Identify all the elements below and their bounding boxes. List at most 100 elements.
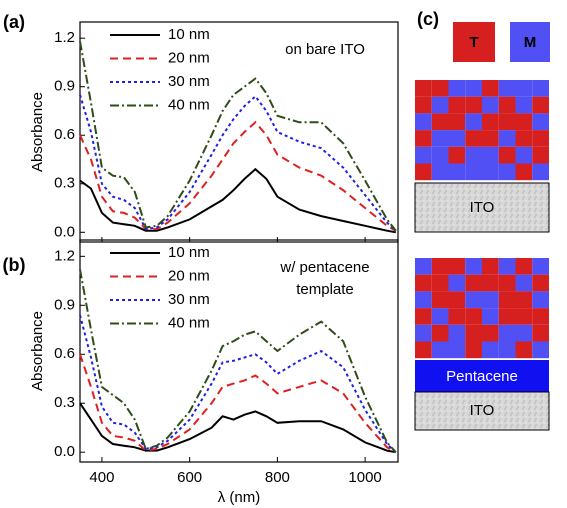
grain xyxy=(482,130,499,147)
grain xyxy=(515,80,533,97)
grain xyxy=(482,113,499,131)
y-tick-label: 0.9 xyxy=(54,296,75,313)
grain xyxy=(431,341,449,359)
series-line xyxy=(79,314,397,453)
grain xyxy=(465,146,482,164)
grain xyxy=(482,341,499,359)
y-tick-label: 0.6 xyxy=(54,345,75,362)
grain xyxy=(498,291,516,309)
grain xyxy=(431,258,449,275)
grain xyxy=(465,113,482,131)
y-tick-label: 0.3 xyxy=(54,175,75,192)
grain xyxy=(448,146,466,164)
grain xyxy=(465,163,482,181)
grain xyxy=(498,80,516,97)
grain xyxy=(448,308,466,325)
legend-label: 40 nm xyxy=(168,314,210,331)
grain xyxy=(515,308,533,325)
grain xyxy=(482,274,499,292)
x-tick-label: 400 xyxy=(89,469,114,486)
grain xyxy=(465,291,482,309)
legend-label: 30 nm xyxy=(168,73,210,90)
grain xyxy=(532,308,549,325)
grain xyxy=(465,341,482,359)
grain xyxy=(415,308,432,325)
series-line xyxy=(79,353,397,454)
annotation: template xyxy=(296,281,354,298)
grain xyxy=(482,96,499,114)
y-tick-label: 0.3 xyxy=(54,394,75,411)
grain xyxy=(515,113,533,131)
grain xyxy=(415,130,432,147)
grain xyxy=(498,146,516,164)
grain xyxy=(415,291,432,309)
series-line xyxy=(79,94,397,232)
legend-label: 30 nm xyxy=(168,291,210,308)
grain xyxy=(515,96,533,114)
grain xyxy=(482,308,499,325)
grain xyxy=(532,258,549,275)
grain xyxy=(498,308,516,325)
series-line xyxy=(79,269,397,453)
grain xyxy=(465,80,482,97)
grain xyxy=(415,163,432,181)
grain xyxy=(515,146,533,164)
diagram: (c) T M ITO Pentacene ITO xyxy=(414,9,550,431)
grain xyxy=(431,274,449,292)
grain xyxy=(465,258,482,275)
grain xyxy=(431,113,449,131)
annotation: w/ pentacene xyxy=(279,259,369,276)
series-line xyxy=(79,402,396,454)
grain xyxy=(448,291,466,309)
grain xyxy=(431,96,449,114)
series-line xyxy=(79,120,397,232)
grain xyxy=(415,324,432,342)
grain xyxy=(515,274,533,292)
y-tick-label: 0.0 xyxy=(54,443,75,460)
grain xyxy=(482,163,499,181)
x-tick-label: 600 xyxy=(177,469,202,486)
legend-text: M xyxy=(524,34,537,51)
grain xyxy=(482,291,499,309)
grain xyxy=(498,113,516,131)
grain xyxy=(532,130,549,147)
grain xyxy=(465,324,482,342)
grain xyxy=(448,324,466,342)
x-tick-label: 800 xyxy=(265,469,290,486)
grain xyxy=(515,291,533,309)
substrate xyxy=(414,182,550,233)
grain xyxy=(465,274,482,292)
grain xyxy=(465,308,482,325)
panel-label: (b) xyxy=(3,255,26,275)
panel-label: (a) xyxy=(3,12,25,32)
grain xyxy=(532,80,549,97)
grain xyxy=(532,324,549,342)
grain xyxy=(532,96,549,114)
legend-text: T xyxy=(469,34,478,51)
annotation: on bare ITO xyxy=(285,41,365,58)
grain xyxy=(465,96,482,114)
grain xyxy=(448,341,466,359)
grain xyxy=(448,130,466,147)
grain xyxy=(448,113,466,131)
grain xyxy=(498,274,516,292)
substrate-label: ITO xyxy=(470,402,495,419)
y-tick-label: 0.0 xyxy=(54,223,75,240)
grain xyxy=(448,96,466,114)
grain xyxy=(448,163,466,181)
grain xyxy=(431,308,449,325)
grain xyxy=(448,258,466,275)
grain xyxy=(482,324,499,342)
legend-label: 10 nm xyxy=(168,244,210,261)
grain xyxy=(515,163,533,181)
legend-label: 20 nm xyxy=(168,49,210,66)
legend-label: 10 nm xyxy=(168,26,210,43)
grain xyxy=(482,258,499,275)
grain xyxy=(415,258,432,275)
grain xyxy=(498,258,516,275)
grain xyxy=(415,146,432,164)
grain xyxy=(482,146,499,164)
y-tick-label: 1.2 xyxy=(54,247,75,264)
